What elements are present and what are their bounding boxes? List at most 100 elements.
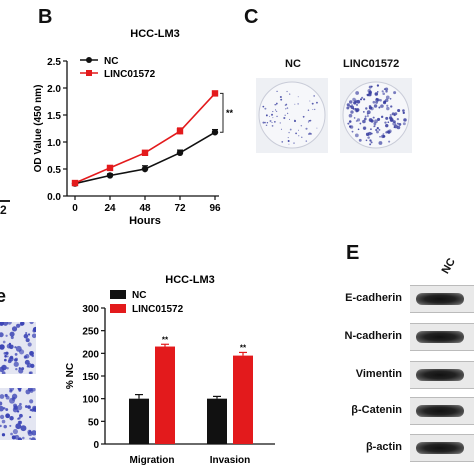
chart-b-series-line-0 <box>74 131 216 185</box>
colony <box>287 137 289 139</box>
colony <box>275 104 277 106</box>
wb-label-beta-catenin: β-Catenin <box>351 404 402 416</box>
transwell-cell <box>5 408 9 411</box>
colony <box>370 128 372 131</box>
transwell-cell <box>9 389 13 393</box>
transwell-cell <box>11 397 16 401</box>
colony <box>289 128 292 131</box>
colony <box>359 98 363 101</box>
colony <box>275 110 278 113</box>
transwell-cell <box>25 331 28 335</box>
wb-band-beta-actin <box>416 442 464 454</box>
chart-d-y-tick-label: 0 <box>93 440 99 451</box>
colony-dish-well <box>342 81 410 149</box>
colony <box>302 115 305 118</box>
chart-b-legend-marker <box>86 57 92 63</box>
colony <box>348 120 352 123</box>
colony <box>385 95 390 100</box>
colony <box>383 100 387 104</box>
colony <box>387 121 390 124</box>
wb-label-vimentin: Vimentin <box>355 368 402 380</box>
chart-b-legend-label: LINC01572 <box>104 69 156 80</box>
colony <box>361 96 364 99</box>
colony <box>286 90 288 93</box>
wb-band-vimentin <box>416 369 464 381</box>
colony <box>348 100 353 104</box>
transwell-cell <box>31 408 35 412</box>
chart-d-y-tick-label: 300 <box>82 304 99 315</box>
colony <box>357 128 360 131</box>
colony <box>386 130 390 134</box>
transwell-cell <box>27 342 32 347</box>
colony <box>379 98 382 102</box>
colony <box>276 115 278 118</box>
chart-d-y-tick-label: 200 <box>82 349 99 360</box>
colony <box>376 84 380 87</box>
chart-b-point-linc01572 <box>141 149 149 156</box>
colony <box>354 108 358 112</box>
colony <box>281 141 284 143</box>
colony <box>375 98 379 102</box>
transwell-cell <box>11 326 18 332</box>
chart-b-point-linc01572 <box>176 128 184 135</box>
colony-label-nc: NC <box>285 58 301 70</box>
transwell-cell <box>15 367 18 371</box>
chart-b-x-axis-label: Hours <box>129 215 161 227</box>
colony <box>350 110 354 114</box>
transwell-cell <box>19 402 22 406</box>
colony <box>269 120 272 123</box>
chart-b-point-linc01572 <box>211 90 219 97</box>
transwell-cell <box>6 355 9 358</box>
colony <box>280 98 283 101</box>
colony <box>265 114 268 117</box>
colony <box>305 127 308 130</box>
colony <box>352 107 355 110</box>
colony <box>382 133 385 135</box>
chart-b-x-tick-label: 24 <box>104 203 116 214</box>
wb-band-box-vimentin <box>410 361 474 389</box>
colony <box>379 135 381 138</box>
colony <box>312 109 314 111</box>
chart-b-x-tick-label: 96 <box>209 203 221 214</box>
transwell-cell <box>13 405 18 410</box>
left-fragment-tick-label: 2 <box>0 203 7 217</box>
colony <box>385 116 389 120</box>
colony <box>373 125 376 128</box>
colony <box>384 87 389 91</box>
transwell-cell <box>0 414 5 420</box>
colony <box>309 119 312 122</box>
colony <box>380 115 384 119</box>
colony <box>354 100 357 103</box>
chart-b-growth-curve: HCC-LM3 0.0 0.5 1.0 1.5 2.0 2.5 0 24 48 72 96 Hours O… <box>33 28 234 227</box>
colony <box>362 119 366 124</box>
colony <box>368 106 373 110</box>
transwell-cell <box>0 424 2 428</box>
transwell-cell <box>18 349 25 355</box>
colony <box>294 119 296 121</box>
colony <box>274 109 277 111</box>
colony <box>378 128 381 131</box>
colony <box>346 106 350 110</box>
transwell-cell <box>29 399 34 404</box>
transwell-cell <box>30 363 35 369</box>
chart-b-y-tick-label: 2.0 <box>47 84 61 95</box>
chart-b-y-tick-label: 2.5 <box>47 57 61 68</box>
colony <box>284 114 286 116</box>
colony <box>276 90 278 92</box>
transwell-cell <box>29 416 32 419</box>
colony <box>355 91 360 95</box>
chart-b-point-nc <box>211 129 219 136</box>
colony <box>402 111 405 115</box>
colony <box>265 124 268 127</box>
colony <box>403 118 407 122</box>
colony <box>301 136 303 138</box>
transwell-cell <box>7 359 12 364</box>
colony <box>374 92 379 96</box>
transwell-cell <box>15 423 22 430</box>
colony <box>396 118 400 121</box>
chart-b-x-tick-label: 0 <box>72 203 78 214</box>
transwell-cell <box>24 359 30 365</box>
colony <box>385 123 389 128</box>
colony <box>352 97 356 102</box>
chart-b-y-tick-label: 0.5 <box>47 165 61 176</box>
